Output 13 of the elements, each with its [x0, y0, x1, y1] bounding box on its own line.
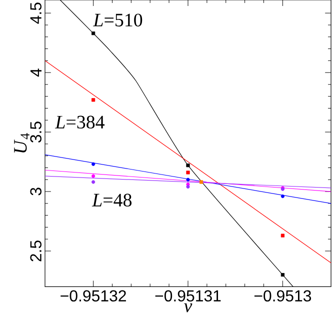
y-tick-label: 4: [30, 68, 42, 77]
annotation: L=510: [93, 14, 142, 26]
annotation: L=384: [54, 116, 105, 129]
x-tick-label: −0.95132: [60, 290, 126, 302]
y-tick-label: 3.5: [30, 122, 42, 143]
y-tick-label: 2.5: [30, 240, 42, 262]
x-tick-label: −0.9513: [254, 290, 312, 302]
x-axis-title: v: [184, 303, 192, 312]
annotation: L=48: [92, 194, 132, 207]
y-tick-label: 4.5: [30, 2, 42, 24]
x-tick-label: −0.95131: [155, 290, 221, 302]
y-axis-title: U$_{4}$: [14, 133, 30, 153]
y-tick-label: 3: [30, 188, 42, 196]
